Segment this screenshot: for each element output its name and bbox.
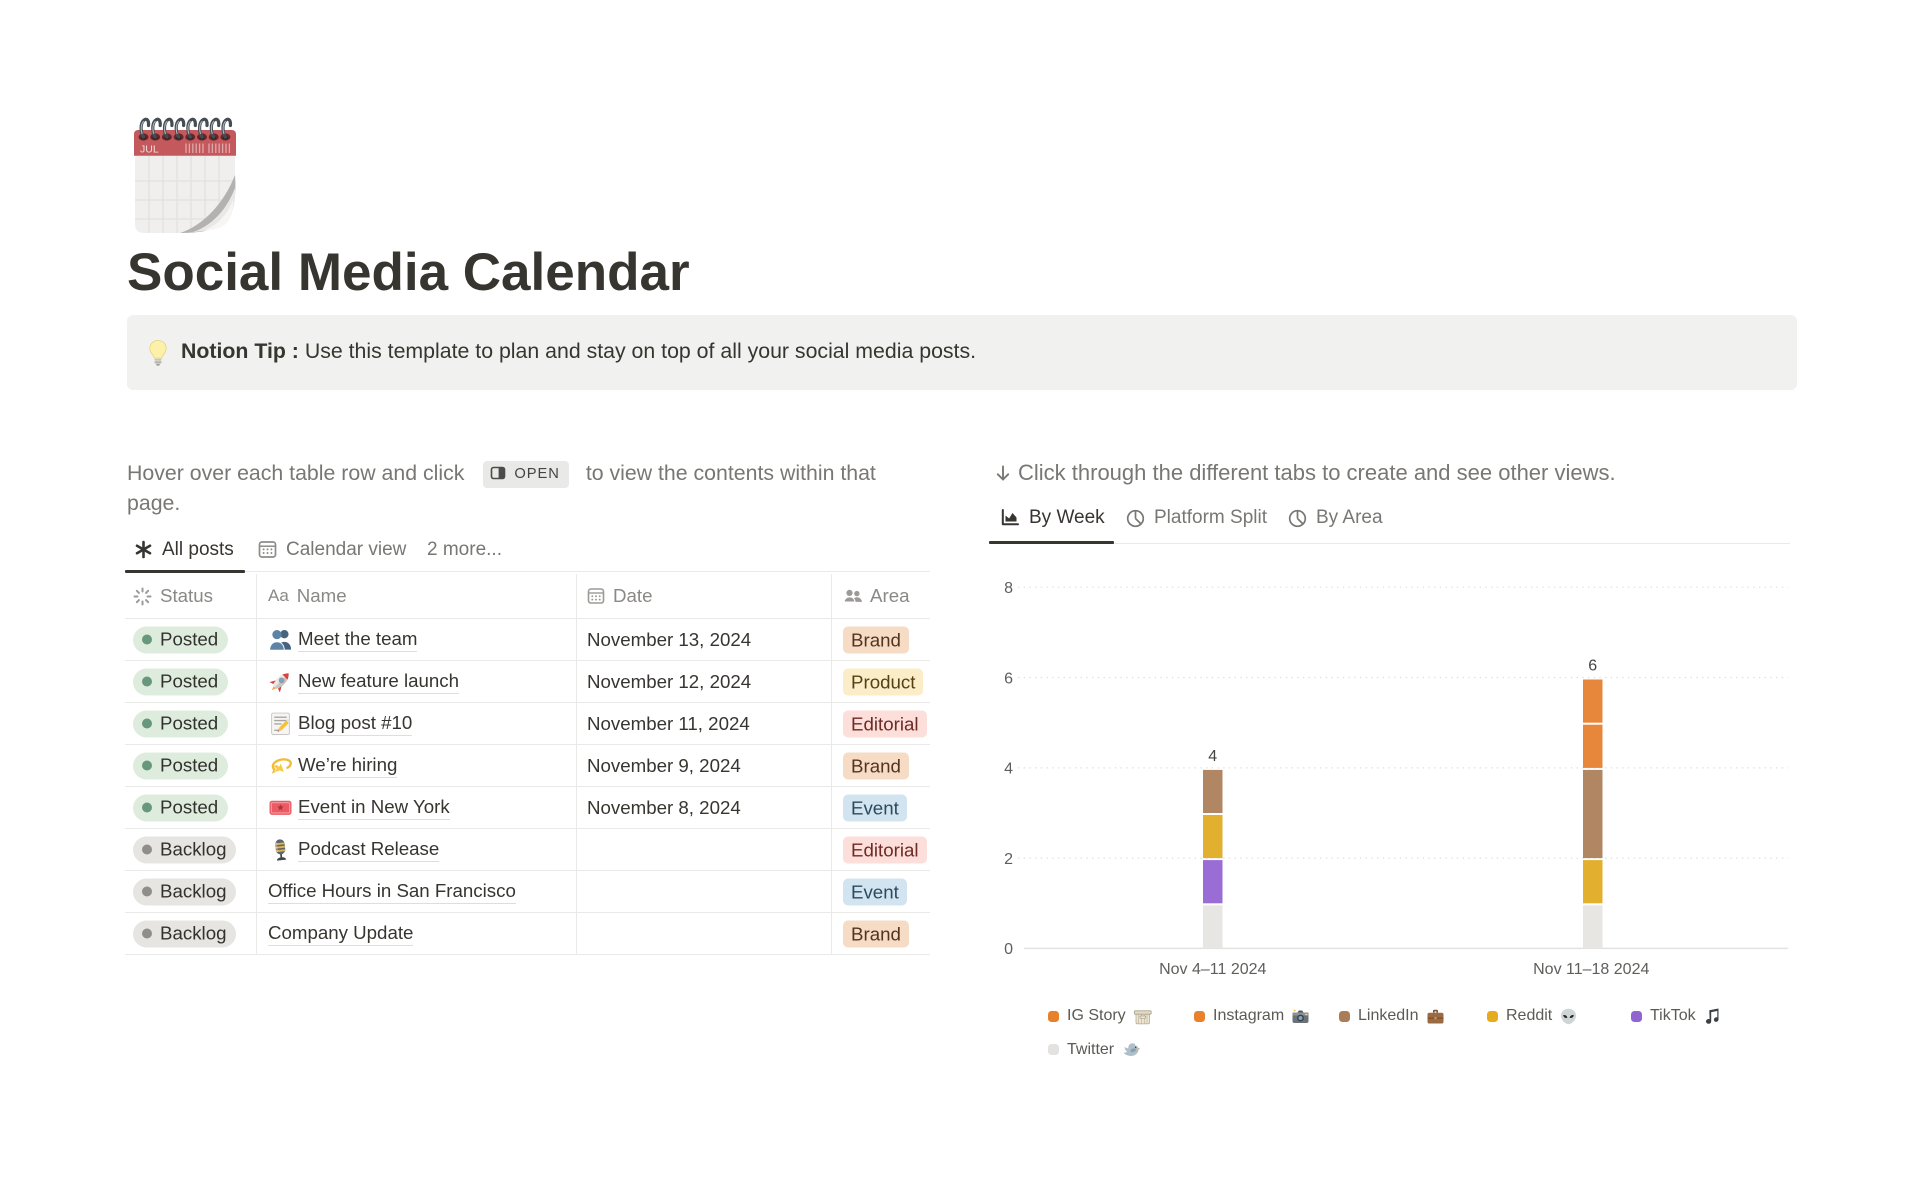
- svg-text:2: 2: [1004, 851, 1013, 868]
- svg-text:0: 0: [1004, 941, 1013, 958]
- svg-text:Nov 11–18 2024: Nov 11–18 2024: [1533, 961, 1649, 978]
- svg-text:6: 6: [1004, 670, 1013, 687]
- svg-text:4: 4: [1208, 748, 1217, 765]
- svg-text:JUL: JUL: [140, 144, 159, 156]
- svg-text:Nov 4–11 2024: Nov 4–11 2024: [1159, 961, 1266, 978]
- svg-text:8: 8: [1004, 580, 1013, 597]
- svg-text:6: 6: [1588, 658, 1597, 675]
- svg-text:4: 4: [1004, 761, 1013, 778]
